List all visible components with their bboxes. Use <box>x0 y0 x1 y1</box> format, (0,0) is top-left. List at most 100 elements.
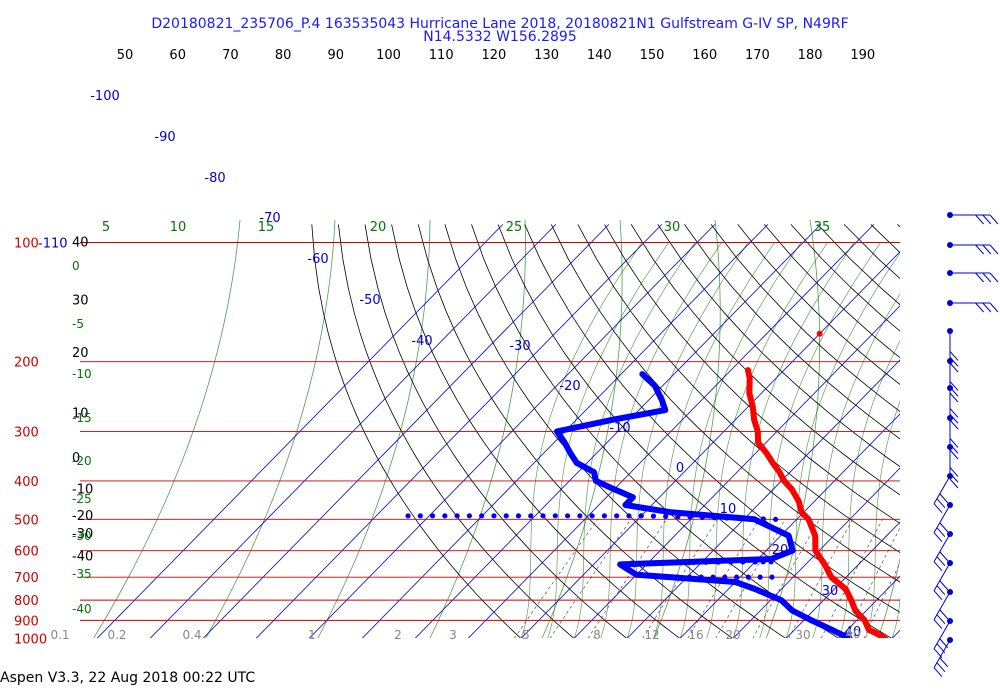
mixing-ratio-label: 3 <box>449 628 457 642</box>
isotherm-label: -10 <box>609 421 630 436</box>
dry-adiabat-line <box>471 224 839 638</box>
wind-barb-feather <box>939 551 949 562</box>
wind-barb-feather <box>982 244 992 255</box>
dewpoint-dot <box>654 560 660 566</box>
top-temperature-label: 60 <box>169 48 186 63</box>
dry-adiabat-line <box>364 224 627 638</box>
moist-adiabat-line <box>865 400 900 638</box>
chart-title-line-2: N14.5332 W156.2895 <box>423 29 577 45</box>
theta-e-line <box>205 219 336 638</box>
dewpoint-dot <box>650 513 657 519</box>
dry-adiabat-line <box>817 224 900 306</box>
dewpoint-dot <box>715 559 721 565</box>
dry-adiabat-line <box>604 224 900 524</box>
wind-barb-feather <box>933 619 943 630</box>
top-temperature-label: 140 <box>587 48 612 63</box>
left-temperature-label: 0 <box>72 451 80 466</box>
dewpoint-dot <box>678 559 684 566</box>
wind-barb-feather <box>982 272 992 283</box>
moist-adiabat-line <box>653 242 775 638</box>
dewpoint-dot <box>491 513 497 519</box>
mixing-ratio-line <box>752 519 820 638</box>
moist-adiabat-label: 0 <box>72 259 80 273</box>
moist-adiabat-line <box>891 595 900 638</box>
mixing-ratio-label: 16 <box>688 628 703 642</box>
isotherm-line <box>520 251 900 638</box>
pressure-label: 1000 <box>14 633 47 648</box>
mixing-ratio-line <box>844 527 900 638</box>
dry-adiabat-line <box>391 224 680 638</box>
dewpoint-dot <box>479 513 485 519</box>
dewpoint-dot <box>626 513 632 519</box>
dewpoint-dot <box>760 516 767 522</box>
pressure-label: 200 <box>14 356 39 371</box>
isotherm-label: -80 <box>204 171 225 186</box>
isotherm-label: -90 <box>154 130 175 145</box>
wind-barb-staff <box>933 591 951 620</box>
isotherm-label: -30 <box>509 339 530 354</box>
top-temperature-label: 190 <box>850 48 875 63</box>
dewpoint-dot <box>641 560 647 566</box>
left-temperature-label: -20 <box>72 509 93 524</box>
dewpoint-dot <box>711 515 718 521</box>
wind-barb-feather <box>949 467 959 477</box>
dry-adiabat-line <box>684 224 900 440</box>
wind-barb-feather <box>982 302 992 313</box>
dewpoint-dot <box>724 515 730 521</box>
wind-barb-feather <box>936 662 946 673</box>
dewpoint-dot <box>601 513 608 519</box>
left-temperature-label: 10 <box>72 406 89 421</box>
moist-adiabat-label: -10 <box>72 367 92 381</box>
theta-e-line <box>878 557 900 638</box>
wind-barb-feather <box>933 503 943 514</box>
moist-adiabat-label: -35 <box>72 567 92 581</box>
dewpoint-dot <box>663 513 669 520</box>
dewpoint-dot <box>503 513 509 519</box>
dewpoint-dot <box>691 559 697 566</box>
isotherm-label-40: 40 <box>845 627 860 641</box>
top-temperature-label: 170 <box>745 48 770 63</box>
dewpoint-dot <box>429 513 436 519</box>
wind-barb-feather <box>975 214 984 225</box>
dewpoint-dot <box>417 513 423 519</box>
dewpoint-dot <box>748 516 754 522</box>
isotherm-line <box>202 224 610 638</box>
pressure-label: 400 <box>14 475 39 490</box>
pressure-label: 300 <box>14 425 39 440</box>
dry-adiabat-line <box>710 224 900 412</box>
wind-barb-feather <box>949 351 959 361</box>
dewpoint-dot <box>614 513 620 519</box>
top-temperature-label: 120 <box>481 48 506 63</box>
isotherm-line <box>990 224 1000 647</box>
mixing-ratio-line <box>788 519 853 638</box>
pressure-corner-label: -110 <box>38 237 68 252</box>
dewpoint-dot <box>564 513 571 519</box>
chart-title-line-1: D20180821_235706_P.4 163535043 Hurricane… <box>151 16 849 32</box>
theta-e-label: 20 <box>370 220 387 235</box>
wind-barb-feather <box>975 302 984 313</box>
wind-barb-feather <box>989 302 999 313</box>
isotherm-line <box>467 224 875 638</box>
dewpoint-dot <box>740 559 746 565</box>
mixing-ratio-label: 8 <box>593 628 601 642</box>
dewpoint-dot <box>757 574 763 580</box>
dewpoint-dot <box>454 513 460 519</box>
dewpoint-dot <box>698 574 704 580</box>
moist-adiabat-line <box>573 242 696 638</box>
dry-adiabat-line <box>737 224 900 385</box>
theta-e-line <box>429 219 526 638</box>
moist-adiabat-label: -40 <box>72 602 92 616</box>
isotherm-line <box>937 224 1000 647</box>
dewpoint-dot <box>773 516 779 522</box>
left-temperature-label: 30 <box>72 293 89 308</box>
isotherm-label: -50 <box>359 293 380 308</box>
dewpoint-dot <box>760 559 766 565</box>
wind-barb-feather <box>949 438 959 448</box>
mixing-ratio-label: 12 <box>644 628 659 642</box>
moist-adiabat-line <box>838 339 900 638</box>
mixing-ratio-line <box>687 519 760 638</box>
wind-barb-staff <box>933 562 951 591</box>
dewpoint-dot <box>699 514 705 520</box>
wind-barb-feather <box>939 580 949 591</box>
mixing-ratio-label: 30 <box>795 628 810 642</box>
